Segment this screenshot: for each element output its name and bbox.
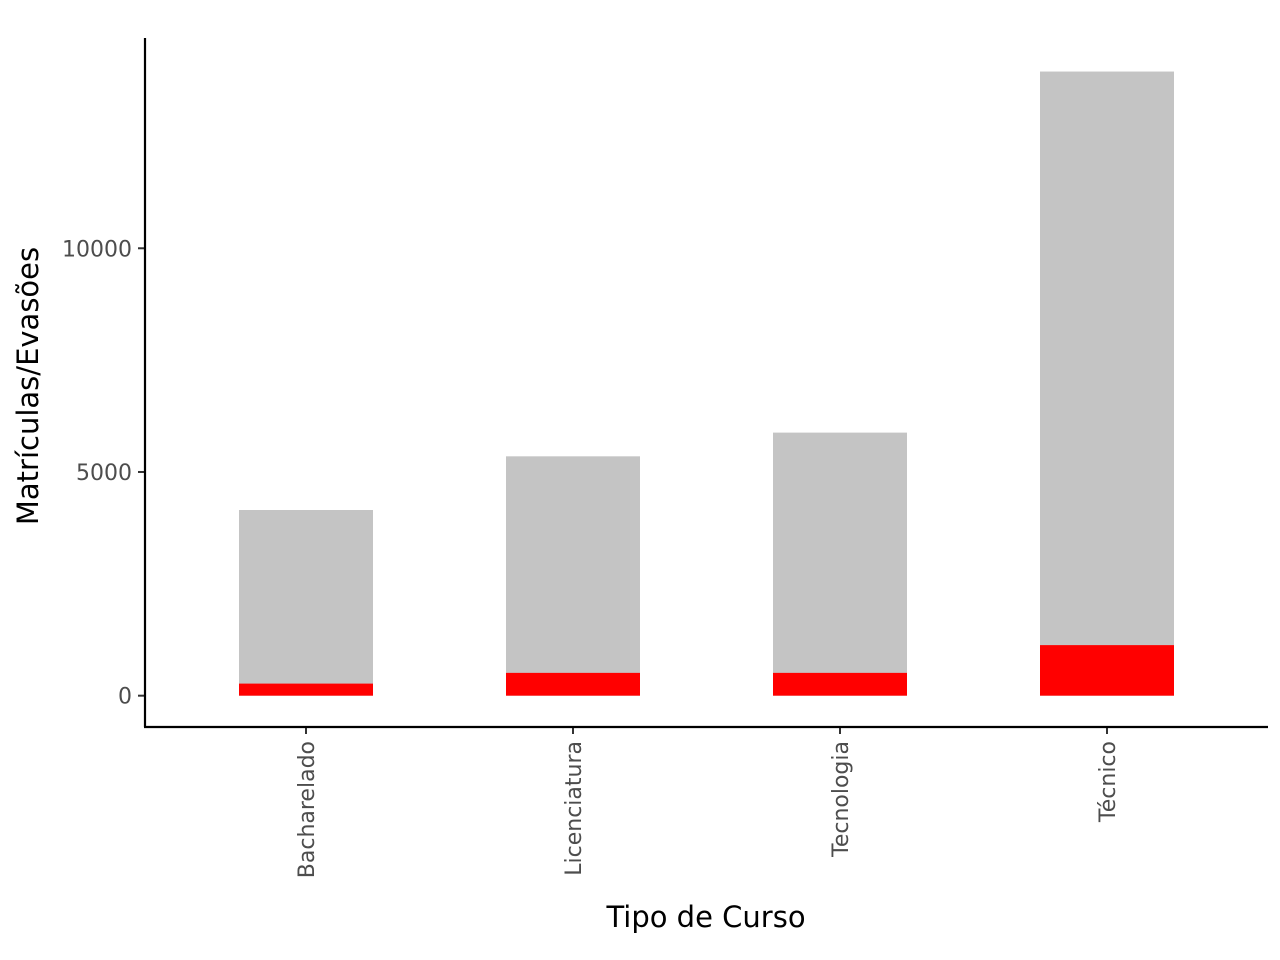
x-tick-label: Licenciatura <box>562 741 587 876</box>
y-tick-label: 5000 <box>76 461 132 486</box>
x-tick-label: Técnico <box>1096 741 1121 823</box>
y-tick-label: 0 <box>118 685 132 710</box>
bar-evasao-bacharelado <box>239 683 373 696</box>
x-tick-label: Tecnologia <box>829 741 854 858</box>
bar-total-bacharelado <box>239 510 373 696</box>
bar-total-técnico <box>1040 71 1174 696</box>
y-tick-label: 10000 <box>62 237 132 262</box>
y-axis-title: Matrículas/Evasões <box>11 247 45 525</box>
y-axis-ticks: 0 5000 10000 <box>62 237 145 710</box>
bar-evasao-licenciatura <box>506 672 640 696</box>
bar-total-tecnologia <box>773 432 907 696</box>
x-axis-ticks: Bacharelado Licenciatura Tecnologia Técnico <box>295 727 1121 878</box>
bar-evasao-técnico <box>1040 645 1174 696</box>
x-tick-label: Bacharelado <box>295 741 320 878</box>
bar-evasao-tecnologia <box>773 672 907 696</box>
bars-group <box>239 71 1174 696</box>
bar-total-licenciatura <box>506 456 640 696</box>
x-axis-title: Tipo de Curso <box>605 900 805 934</box>
